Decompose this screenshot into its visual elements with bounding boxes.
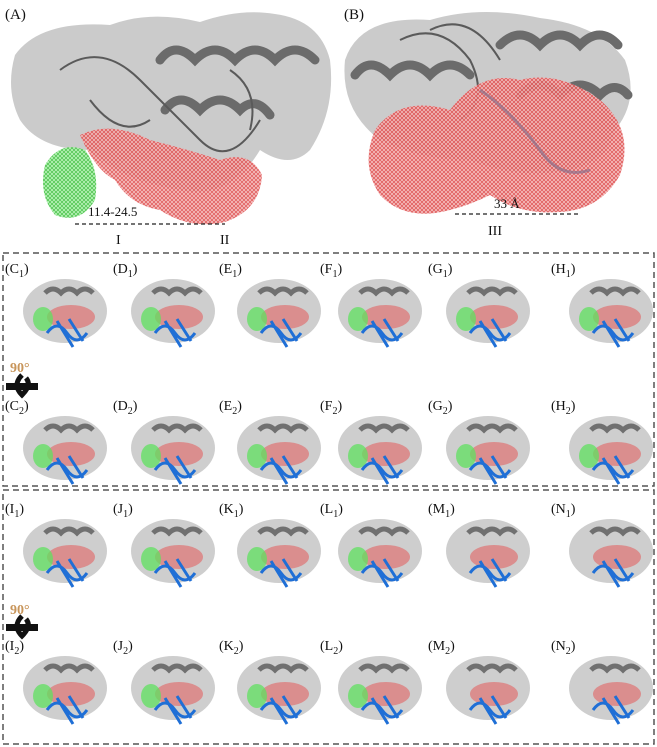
thumbnail-j2	[131, 656, 215, 725]
thumbnail-i2	[23, 656, 107, 725]
thumbnail-grid	[23, 279, 653, 725]
subpanel-label-f1: (F1)	[320, 262, 343, 280]
panel-b-structure	[344, 11, 633, 215]
subpanel-label-j2: (J2)	[113, 639, 133, 657]
thumbnail-k2	[237, 656, 321, 725]
thumbnail-n1	[569, 519, 653, 588]
subpanel-label-e2: (E2)	[219, 399, 242, 417]
subpanel-label-i1: (I1)	[5, 502, 24, 520]
thumbnail-j1	[131, 519, 215, 588]
box-c-h	[2, 252, 655, 487]
thumbnail-d1	[131, 279, 215, 348]
thumbnail-g1	[446, 279, 530, 348]
subpanel-label-k1: (K1)	[219, 502, 244, 520]
thumbnail-e1	[237, 279, 321, 348]
subpanel-label-h1: (H1)	[551, 262, 576, 280]
subpanel-label-e1: (E1)	[219, 262, 242, 280]
thumbnail-h1	[569, 279, 653, 348]
panel-a-structure	[11, 12, 332, 225]
distance-label-a: 11.4-24.5	[88, 204, 138, 219]
thumbnail-m1	[446, 519, 530, 588]
thumbnail-f1	[338, 279, 422, 348]
subpanel-label-m1: (M1)	[428, 502, 455, 520]
subpanel-label-g2: (G2)	[428, 399, 453, 417]
subpanel-label-l2: (L2)	[320, 639, 343, 657]
thumbnail-h2	[569, 416, 653, 485]
rotation-label-2: 90°	[10, 603, 30, 618]
subpanel-label-l1: (L1)	[320, 502, 343, 520]
subpanel-label-c1: (C1)	[5, 262, 29, 280]
thumbnail-n2	[569, 656, 653, 725]
thumbnail-l1	[338, 519, 422, 588]
distance-label-b: 33 Å	[494, 196, 520, 211]
thumbnail-f2	[338, 416, 422, 485]
subpanel-label-n2: (N2)	[551, 639, 576, 657]
subpanel-label-j1: (J1)	[113, 502, 133, 520]
subpanel-label-g1: (G1)	[428, 262, 453, 280]
thumbnail-k1	[237, 519, 321, 588]
panel-label-a: (A)	[5, 7, 26, 23]
subpanel-label-i2: (I2)	[5, 639, 24, 657]
rotation-label-1: 90°	[10, 361, 30, 376]
subpanel-label-d2: (D2)	[113, 399, 138, 417]
subpanel-label-c2: (C2)	[5, 399, 29, 417]
subpanel-label-k2: (K2)	[219, 639, 244, 657]
subpanel-label-f2: (F2)	[320, 399, 343, 417]
thumbnail-l2	[338, 656, 422, 725]
thumbnail-m2	[446, 656, 530, 725]
site-label-iii: III	[488, 224, 502, 239]
site-label-i: I	[116, 233, 121, 248]
panel-label-b: (B)	[344, 7, 364, 23]
box-i-n	[2, 489, 655, 745]
thumbnail-c2	[23, 416, 107, 485]
thumbnail-i1	[23, 519, 107, 588]
rotation-icon-1	[6, 373, 38, 399]
thumbnail-d2	[131, 416, 215, 485]
site-label-ii: II	[220, 233, 230, 248]
thumbnail-g2	[446, 416, 530, 485]
thumbnail-e2	[237, 416, 321, 485]
subpanel-label-n1: (N1)	[551, 502, 576, 520]
subpanel-label-d1: (D1)	[113, 262, 138, 280]
subpanel-label-h2: (H2)	[551, 399, 576, 417]
rotation-icon-2	[6, 614, 38, 640]
thumbnail-c1	[23, 279, 107, 348]
subpanel-label-m2: (M2)	[428, 639, 455, 657]
